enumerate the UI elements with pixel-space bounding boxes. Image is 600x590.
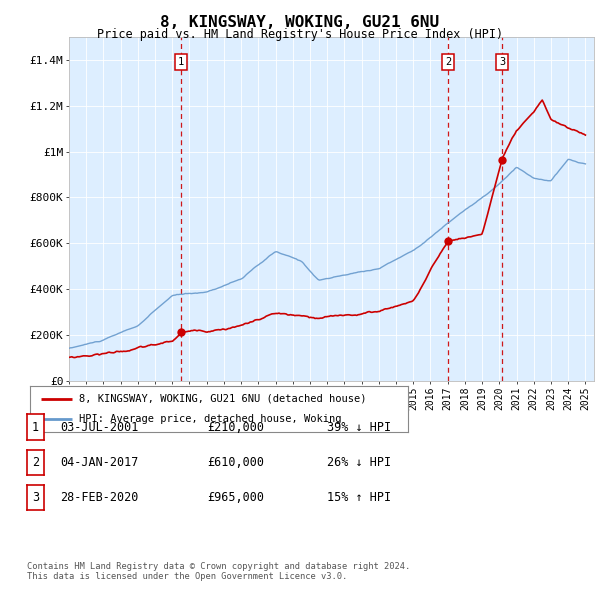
Text: £965,000: £965,000 <box>207 491 264 504</box>
Text: £610,000: £610,000 <box>207 456 264 469</box>
Text: Price paid vs. HM Land Registry's House Price Index (HPI): Price paid vs. HM Land Registry's House … <box>97 28 503 41</box>
Text: 15% ↑ HPI: 15% ↑ HPI <box>327 491 391 504</box>
Text: £210,000: £210,000 <box>207 421 264 434</box>
Text: 1: 1 <box>178 57 184 67</box>
Text: 03-JUL-2001: 03-JUL-2001 <box>60 421 139 434</box>
Text: 2: 2 <box>445 57 451 67</box>
Text: 3: 3 <box>32 491 39 504</box>
Text: 8, KINGSWAY, WOKING, GU21 6NU (detached house): 8, KINGSWAY, WOKING, GU21 6NU (detached … <box>79 394 367 404</box>
Text: 2: 2 <box>32 456 39 469</box>
Text: Contains HM Land Registry data © Crown copyright and database right 2024.
This d: Contains HM Land Registry data © Crown c… <box>27 562 410 581</box>
Text: 3: 3 <box>499 57 505 67</box>
Text: 8, KINGSWAY, WOKING, GU21 6NU: 8, KINGSWAY, WOKING, GU21 6NU <box>160 15 440 30</box>
Text: 26% ↓ HPI: 26% ↓ HPI <box>327 456 391 469</box>
Text: 1: 1 <box>32 421 39 434</box>
Text: 39% ↓ HPI: 39% ↓ HPI <box>327 421 391 434</box>
Text: HPI: Average price, detached house, Woking: HPI: Average price, detached house, Woki… <box>79 414 341 424</box>
Text: 04-JAN-2017: 04-JAN-2017 <box>60 456 139 469</box>
Text: 28-FEB-2020: 28-FEB-2020 <box>60 491 139 504</box>
